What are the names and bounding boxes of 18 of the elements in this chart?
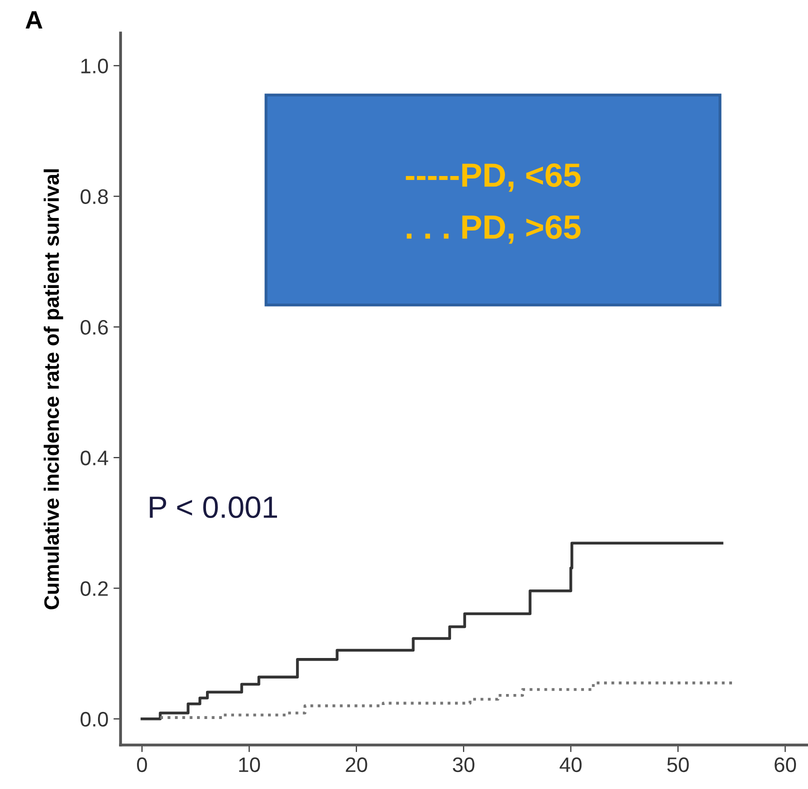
x-tick-label: 60 [774, 757, 796, 772]
y-tick-label: 0.2 [80, 581, 108, 596]
y-axis-title: Cumulative incidence rate of patient survival [44, 169, 64, 610]
text: A [26, 11, 42, 28]
y-tick-label: 0.0 [80, 712, 108, 727]
x-tick-label: 0 [137, 757, 147, 772]
x-tick-label: 50 [667, 757, 689, 772]
y-tick-label: 1.0 [81, 58, 108, 74]
annotation: . . . PD, >65 [406, 215, 581, 244]
annotation: -----PD, <65 [406, 163, 581, 192]
annotation: P < 0.001 [150, 496, 277, 518]
x-tick-label: 10 [239, 757, 260, 772]
y-tick-label: 0.8 [80, 189, 108, 204]
x-tick-label: 30 [452, 757, 474, 772]
y-tick-label: 0.6 [80, 320, 108, 335]
x-tick-label: 20 [346, 757, 368, 772]
y-tick-label: 0.4 [80, 450, 108, 466]
x-tick-label: 40 [560, 757, 582, 772]
